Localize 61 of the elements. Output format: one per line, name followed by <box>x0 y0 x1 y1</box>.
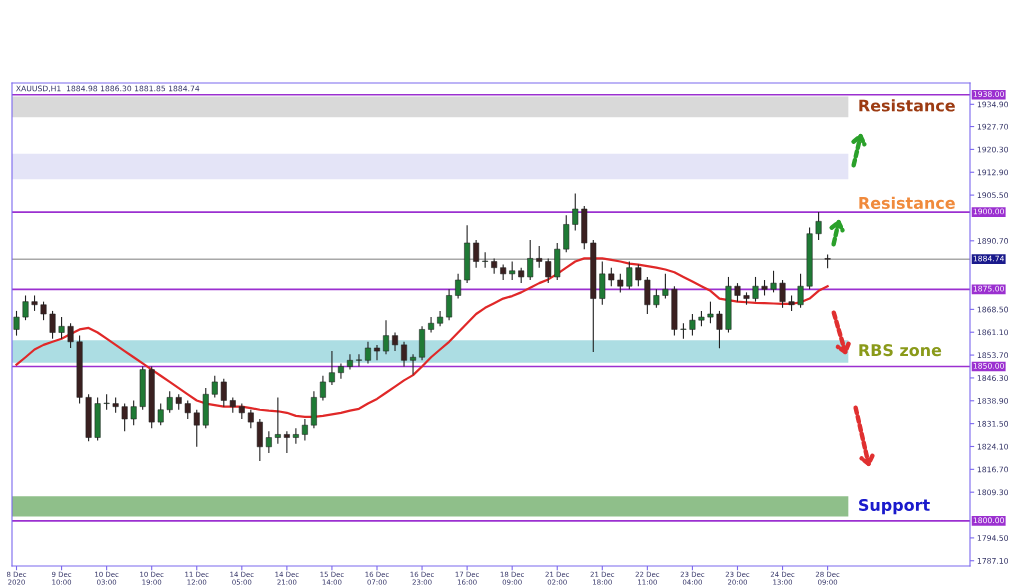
candlestick <box>473 239 480 269</box>
candlestick <box>265 430 272 454</box>
candlestick <box>328 350 335 386</box>
candlestick <box>752 276 759 303</box>
candlestick <box>779 279 786 309</box>
candlestick <box>455 273 462 300</box>
candlestick <box>346 353 353 371</box>
candlestick <box>193 409 200 448</box>
candlestick <box>716 310 723 349</box>
candlestick <box>283 430 290 454</box>
annotation: Resistance <box>859 196 955 209</box>
candlestick <box>13 310 20 337</box>
candlestick <box>274 396 281 445</box>
candlestick <box>536 245 543 269</box>
candlestick <box>446 288 453 321</box>
candlestick <box>545 257 552 284</box>
candlestick <box>211 375 218 398</box>
candlestick <box>401 341 408 368</box>
candlestick <box>374 344 380 361</box>
candlestick <box>184 399 191 420</box>
candlestick <box>770 270 777 293</box>
candlestick <box>301 418 308 442</box>
candlestick <box>220 378 227 408</box>
candlestick <box>157 403 164 426</box>
candlestick <box>49 310 56 340</box>
candlestick <box>482 251 489 269</box>
candlestick <box>58 316 65 340</box>
candlestick <box>319 375 326 402</box>
candlestick <box>355 353 362 368</box>
candlestick <box>392 331 398 352</box>
candlestick <box>292 427 299 445</box>
candlestick <box>635 264 642 287</box>
band-label: Support <box>859 498 930 515</box>
candlestick <box>166 390 173 414</box>
candlestick <box>689 313 696 337</box>
candlestick <box>383 319 389 355</box>
candlestick <box>662 273 669 300</box>
candlestick <box>121 403 128 432</box>
candlestick <box>653 288 660 309</box>
candlestick <box>337 362 344 380</box>
candlestick <box>365 341 371 364</box>
candlestick <box>247 409 254 429</box>
candlestick <box>734 282 741 303</box>
candlestick <box>707 301 714 324</box>
candlestick <box>626 260 633 290</box>
candlestick <box>527 239 534 281</box>
band-label: Resistance <box>859 99 955 112</box>
candlestick <box>608 267 615 287</box>
candlestick <box>797 273 804 309</box>
candlestick <box>617 273 624 293</box>
candlestick <box>509 260 516 281</box>
candlestick <box>428 316 435 334</box>
candlestick <box>815 211 822 241</box>
line-series <box>15 257 829 418</box>
band-label: RBS zone <box>859 344 942 357</box>
candlestick <box>22 294 29 321</box>
candlestick <box>40 301 47 321</box>
candlestick <box>67 322 74 349</box>
candlestick <box>410 353 417 376</box>
candlestick <box>130 399 137 426</box>
candlestick <box>572 193 579 232</box>
